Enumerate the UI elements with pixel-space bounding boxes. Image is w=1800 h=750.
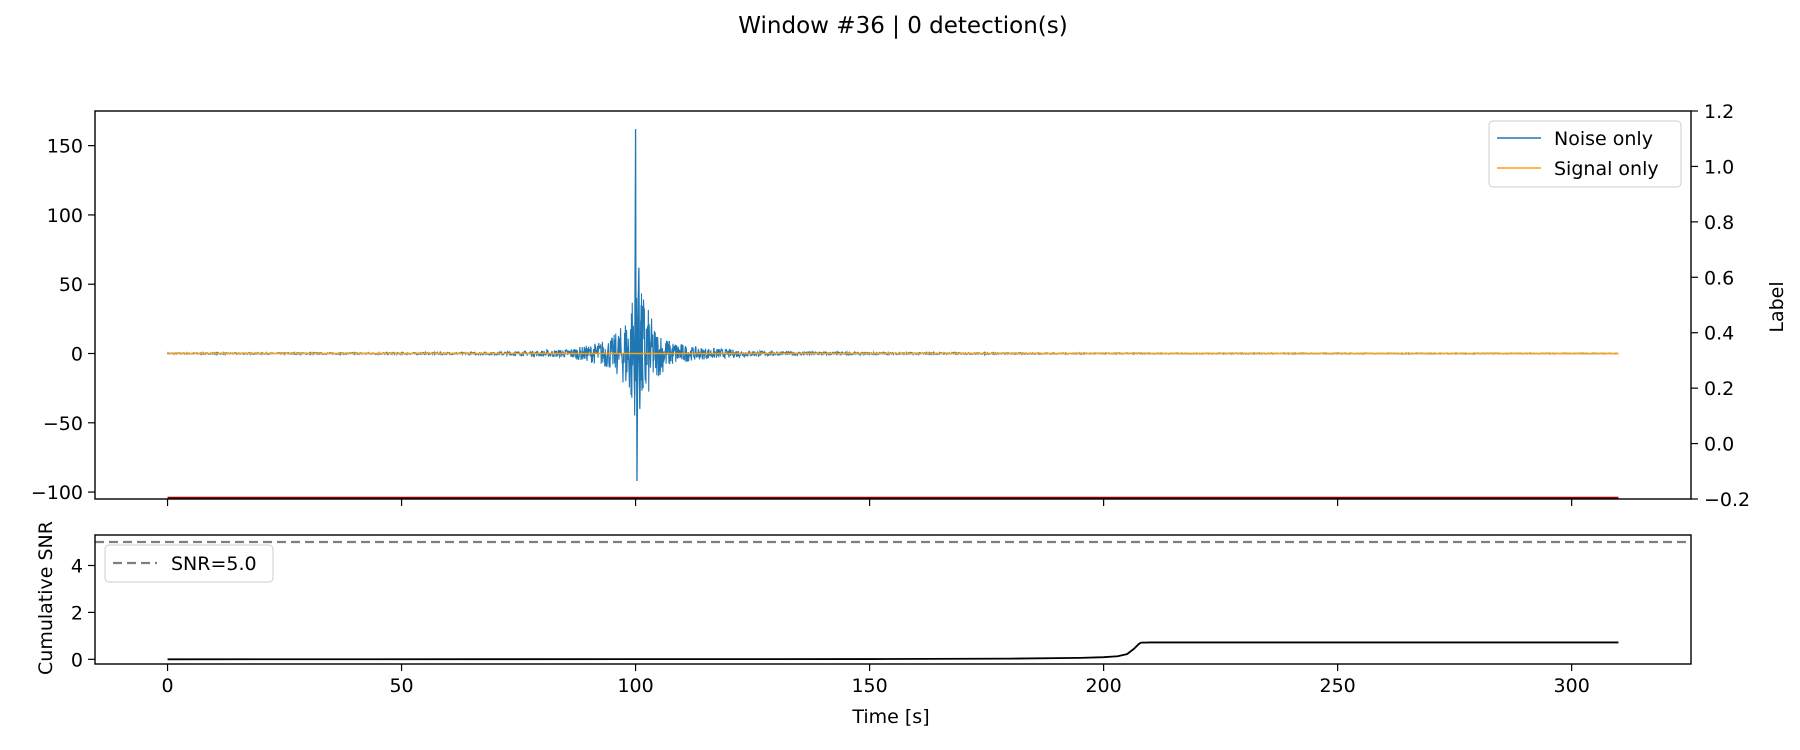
snr-y-axis-label: Cumulative SNR (35, 521, 57, 675)
snr-y-tick-label-0: 0 (71, 649, 83, 671)
snr-y-tick-label-2: 4 (71, 555, 83, 577)
waveform-y-tick-label-5: −100 (31, 482, 83, 504)
snr-x-tick-label-4: 200 (1085, 675, 1121, 697)
waveform-y2-tick-label-3: 0.6 (1704, 267, 1734, 289)
waveform-axes-frame (94, 110, 1692, 500)
waveform-legend: Noise only Signal only (1488, 120, 1682, 188)
snr-x-ticks: 0 50 100 150 200 250 300 (161, 664, 1590, 697)
cumulative-snr-line (167, 641, 1619, 661)
waveform-y2-tick-label-0: 1.2 (1704, 101, 1734, 123)
waveform-y2-tick-label-5: 0.2 (1704, 378, 1734, 400)
snr-x-tick-label-2: 100 (617, 675, 653, 697)
snr-axes-frame (94, 534, 1692, 665)
snr-x-tick-label-6: 300 (1554, 675, 1590, 697)
legend-label-threshold: SNR=5.0 (171, 553, 257, 575)
waveform-y-tick-label-1: 100 (47, 205, 83, 227)
waveform-panel: 150 100 50 0 −50 −100 1.2 1.0 0.8 0.6 0.4 0.2 0.0 −0… (31, 101, 1788, 511)
snr-series-group (167, 641, 1619, 661)
snr-legend: SNR=5.0 (104, 544, 274, 583)
waveform-y-tick-label-2: 50 (59, 274, 83, 296)
waveform-y2-tick-label-1: 1.0 (1704, 156, 1734, 178)
waveform-y2-axis-label: Label (1766, 281, 1788, 332)
waveform-plot-area (95, 111, 1691, 499)
flat-series-group (167, 352, 1619, 500)
snr-y-ticks: 0 2 4 (71, 555, 95, 671)
waveform-y-tick-label-3: 0 (71, 344, 83, 366)
waveform-y-tick-label-0: 150 (47, 136, 83, 158)
snr-y-tick-label-1: 2 (71, 602, 83, 624)
noise-only-spikes (632, 129, 644, 481)
waveform-y2-ticks: 1.2 1.0 0.8 0.6 0.4 0.2 0.0 −0.2 (1691, 101, 1750, 511)
snr-x-tick-label-1: 50 (389, 675, 413, 697)
snr-x-tick-label-5: 250 (1320, 675, 1356, 697)
waveform-y2-tick-label-4: 0.4 (1704, 323, 1734, 345)
waveform-y-ticks: 150 100 50 0 −50 −100 (31, 136, 95, 504)
waveform-y-tick-label-4: −50 (43, 413, 83, 435)
snr-x-tick-label-3: 150 (851, 675, 887, 697)
waveform-y2-tick-label-2: 0.8 (1704, 212, 1734, 234)
legend-label-noise: Noise only (1554, 128, 1653, 150)
waveform-y2-tick-label-7: −0.2 (1704, 489, 1750, 511)
snr-legend-box (104, 544, 274, 583)
snr-x-axis-label: Time [s] (851, 706, 929, 728)
waveform-y2-tick-label-6: 0.0 (1704, 434, 1734, 456)
snr-panel: 0 50 100 150 200 250 300 0 2 4 Cumulative SNR Ti… (35, 521, 1692, 728)
chart-title: Window #36 | 0 detection(s) (738, 13, 1067, 39)
legend-label-signal: Signal only (1554, 158, 1659, 180)
snr-x-tick-label-0: 0 (161, 675, 173, 697)
snr-plot-area (95, 535, 1691, 664)
waveform-x-ticks (166, 499, 1573, 506)
